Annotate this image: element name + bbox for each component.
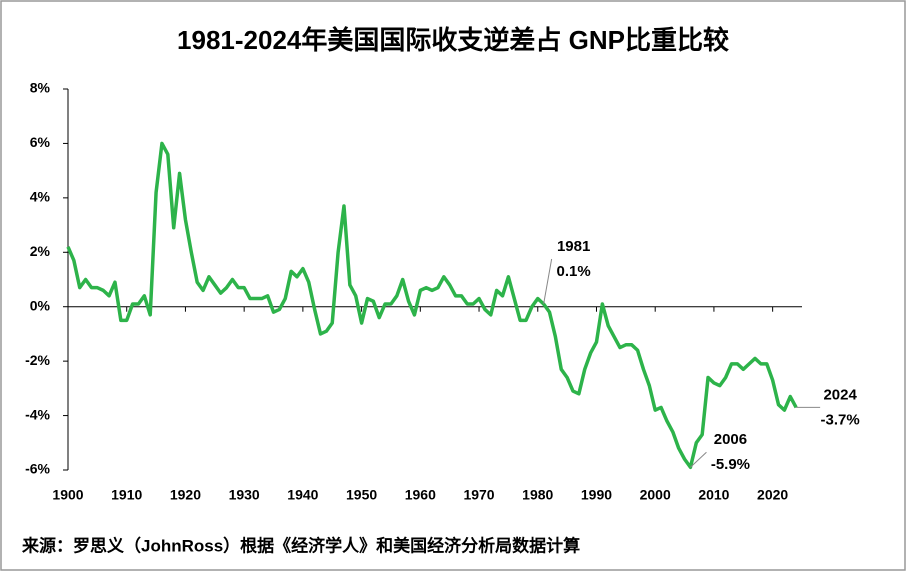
x-tick-label: 1970 xyxy=(463,487,494,503)
data-line xyxy=(66,141,798,470)
annotation-leader xyxy=(543,258,553,305)
x-tick-label: 1910 xyxy=(111,487,142,503)
x-tick-label: 1920 xyxy=(170,487,201,503)
y-tick-label: -6% xyxy=(25,461,50,477)
x-tick-label: 2020 xyxy=(757,487,788,503)
x-tick-label: 1980 xyxy=(522,487,553,503)
annotation-label: 2006 xyxy=(714,431,747,448)
x-tick-label: 1960 xyxy=(405,487,436,503)
annotation-label: 2024 xyxy=(823,386,857,403)
annotation-value: -3.7% xyxy=(821,411,860,428)
y-tick-label: 2% xyxy=(30,243,51,259)
x-tick-label: 1990 xyxy=(581,487,612,503)
annotation-value: -5.9% xyxy=(711,456,750,473)
y-tick-label: -2% xyxy=(25,352,50,368)
annotation-value: 0.1% xyxy=(557,263,591,280)
y-tick-label: -4% xyxy=(25,406,50,422)
x-tick-label: 1940 xyxy=(287,487,318,503)
y-tick-label: 6% xyxy=(30,134,51,150)
y-tick-label: 4% xyxy=(30,189,51,205)
x-tick-label: 1930 xyxy=(229,487,260,503)
y-tick-label: 0% xyxy=(30,297,51,313)
x-tick-label: 2010 xyxy=(698,487,729,503)
annotation-leader xyxy=(690,451,707,468)
annotation-label: 1981 xyxy=(557,238,590,255)
y-tick-label: 8% xyxy=(30,80,51,96)
chart-title: 1981-2024年美国国际收支逆差占 GNP比重比较 xyxy=(177,25,729,55)
x-tick-label: 1900 xyxy=(52,487,83,503)
x-tick-label: 2000 xyxy=(640,487,671,503)
source-note: 来源：罗思义（JohnRoss）根据《经济学人》和美国经济分析局数据计算 xyxy=(21,535,580,555)
x-tick-label: 1950 xyxy=(346,487,377,503)
